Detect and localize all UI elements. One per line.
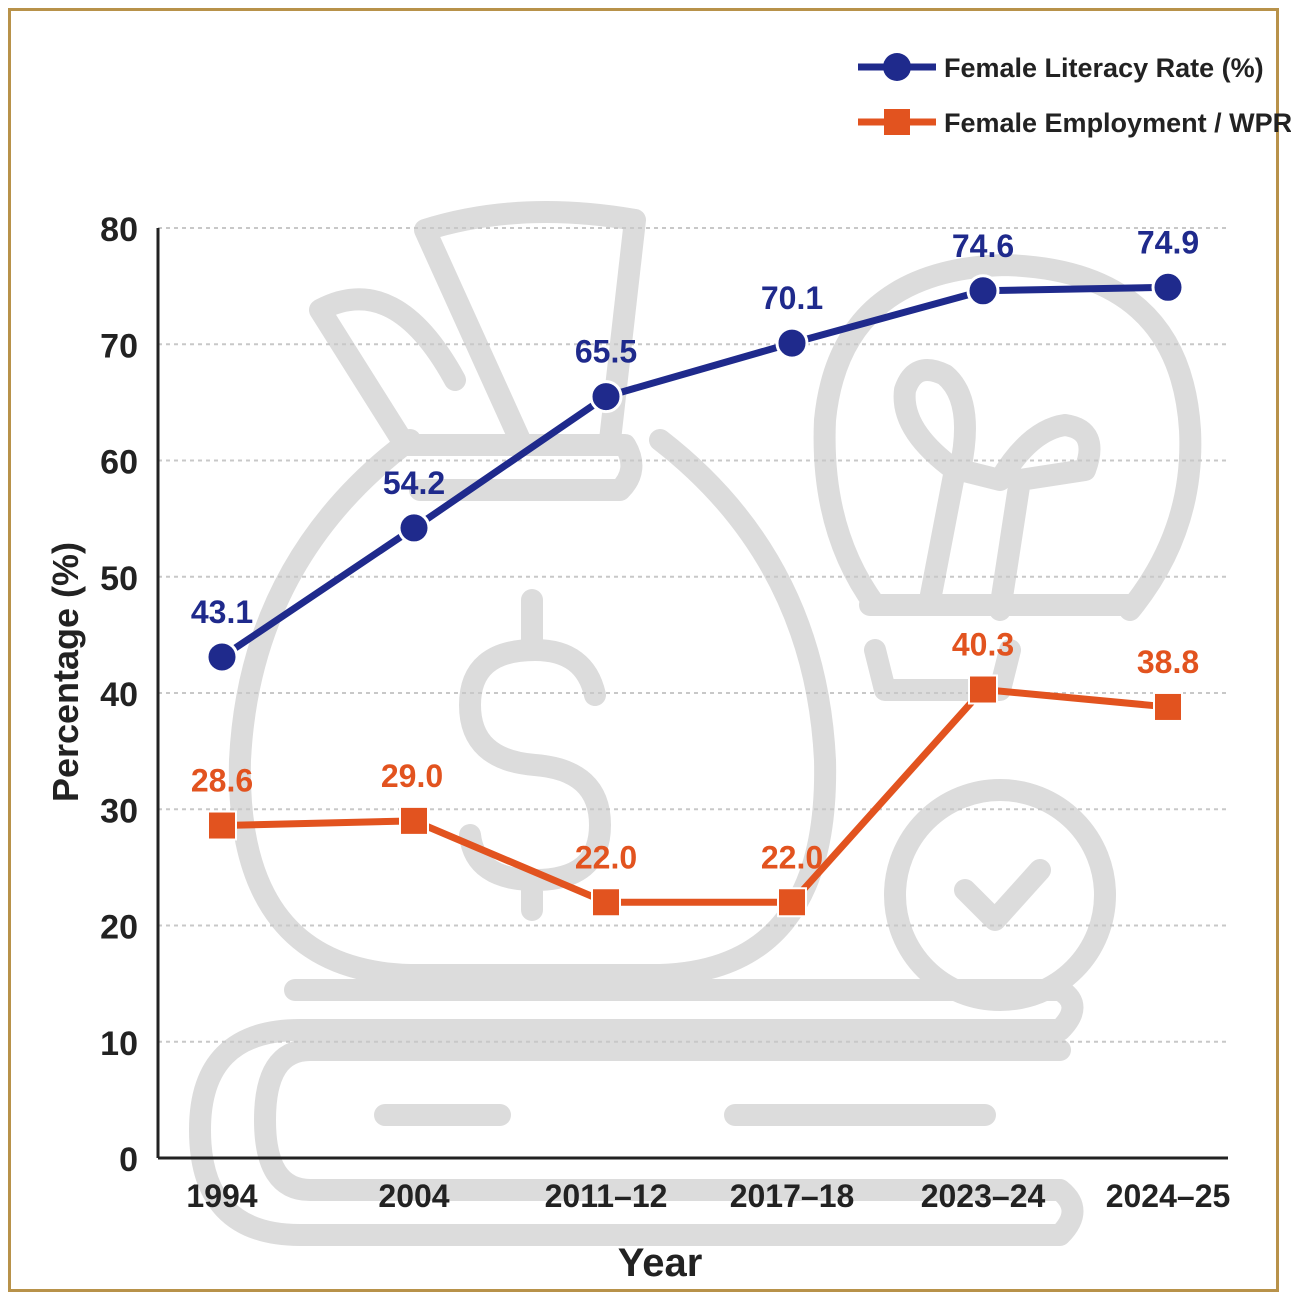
employment-data-label: 40.3 — [952, 627, 1014, 663]
y-tick-label: 20 — [100, 909, 138, 947]
grid — [158, 227, 1228, 1043]
lightbulb-icon — [813, 254, 1202, 621]
axes — [156, 228, 1228, 1160]
series-line-1 — [218, 686, 1172, 906]
watermark — [189, 201, 1202, 1246]
employment-point — [207, 810, 237, 841]
y-tick-label: 60 — [100, 444, 138, 482]
literacy-point — [589, 380, 623, 414]
employment-point — [777, 887, 807, 918]
literacy-point — [966, 274, 1000, 308]
x-tick-label: 2017–18 — [730, 1178, 855, 1214]
literacy-data-label: 74.9 — [1137, 224, 1199, 260]
checkmark-icon — [954, 859, 1051, 931]
chart-frame — [8, 8, 1279, 1292]
x-tick-label: 2011–12 — [545, 1178, 668, 1214]
literacy-data-label: 54.2 — [383, 465, 445, 501]
y-tick-label: 40 — [100, 676, 138, 714]
x-tick-label: 2024–25 — [1106, 1178, 1231, 1214]
y-tick-label: 80 — [100, 211, 138, 249]
employment-point — [968, 674, 998, 705]
checkmark-clock-icon — [884, 779, 1116, 1011]
x-tick-label: 2004 — [378, 1178, 449, 1214]
money-bag-top-icon — [309, 201, 646, 456]
literacy-data-label: 43.1 — [191, 594, 253, 630]
y-axis-label: Percentage (%) — [45, 542, 86, 802]
legend-circle-icon — [883, 53, 911, 81]
series-line-0 — [218, 283, 1172, 661]
y-tick-labels: 0 10 20 30 40 50 60 70 80 — [100, 211, 138, 1179]
literacy-point — [775, 326, 809, 360]
y-tick-label: 70 — [100, 327, 138, 365]
literacy-data-label: 70.1 — [761, 280, 823, 316]
money-bag-icon — [228, 429, 837, 986]
legend: Female Literacy Rate (%) Female Employmen… — [858, 53, 1291, 138]
series-lines — [218, 283, 1172, 906]
y-tick-label: 0 — [119, 1141, 138, 1179]
y-tick-label: 10 — [100, 1025, 138, 1063]
literacy-data-label: 65.5 — [575, 334, 637, 370]
literacy-data-label: 74.6 — [952, 228, 1014, 264]
x-tick-labels: 1994 2004 2011–12 2017–18 2023–24 2024–25 — [186, 1178, 1230, 1214]
employment-data-label: 22.0 — [761, 839, 823, 875]
employment-data-label: 28.6 — [191, 763, 253, 799]
x-tick-label: 1994 — [186, 1178, 257, 1214]
employment-point — [591, 887, 621, 918]
data-labels: 43.1 54.2 65.5 70.1 74.6 74.9 28.6 29.0 22.0 22.0… — [191, 224, 1199, 875]
legend-label: Female Employment / WPR (%) — [944, 108, 1291, 138]
dollar-icon — [459, 589, 611, 921]
lightbulb-base-icon — [859, 594, 1141, 701]
y-tick-label: 30 — [100, 792, 138, 830]
x-axis-label: Year — [618, 1241, 703, 1285]
legend-label: Female Literacy Rate (%) — [944, 53, 1264, 83]
literacy-point — [1151, 270, 1185, 304]
employment-point — [1153, 691, 1183, 722]
x-tick-label: 2023–24 — [921, 1178, 1046, 1214]
legend-square-icon — [884, 109, 910, 135]
money-bag-knot-icon — [394, 434, 643, 501]
employment-data-label: 22.0 — [575, 839, 637, 875]
employment-data-label: 38.8 — [1137, 644, 1199, 680]
employment-data-label: 29.0 — [381, 758, 443, 794]
series-markers — [205, 270, 1185, 918]
lightbulb-filament-icon — [893, 359, 1101, 621]
literacy-point — [205, 640, 239, 674]
employment-point — [399, 805, 429, 836]
book-icon — [189, 979, 1084, 1246]
y-tick-label: 50 — [100, 560, 138, 598]
literacy-point — [397, 511, 431, 545]
